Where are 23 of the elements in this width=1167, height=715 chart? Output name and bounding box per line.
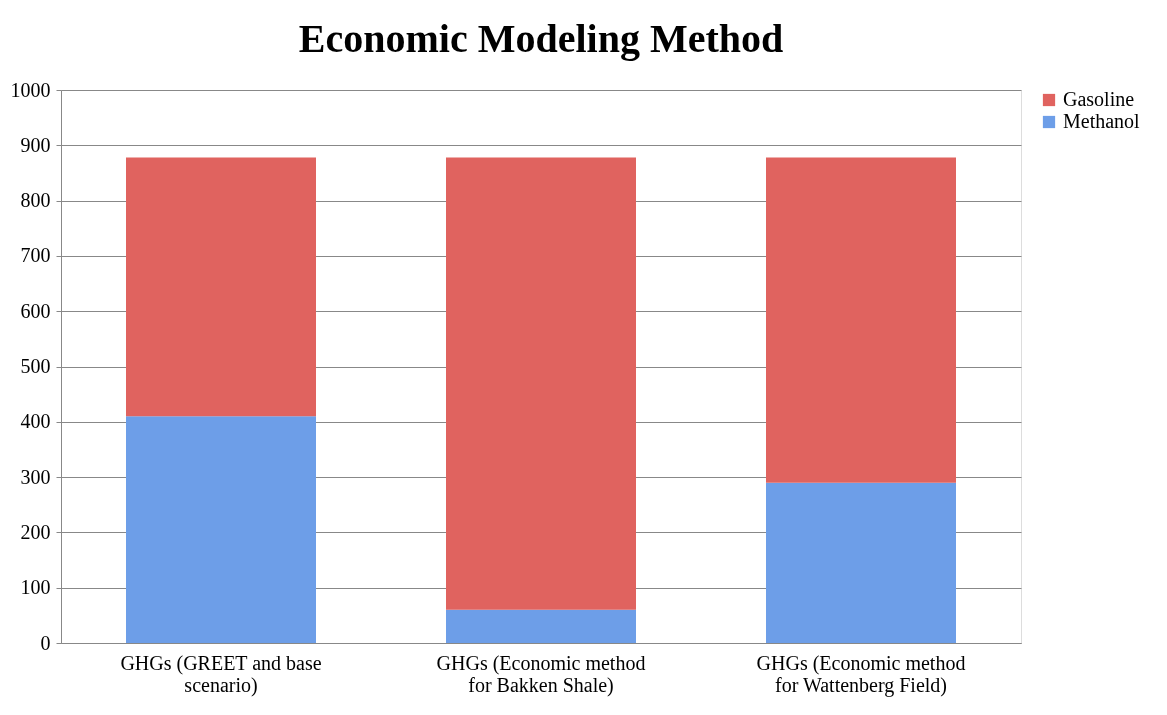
bar	[126, 157, 316, 417]
y-tick-label: 600	[20, 299, 51, 322]
legend-label: Methanol	[1063, 110, 1141, 132]
y-tick-label: 300	[20, 465, 51, 488]
x-tick-label: GHGs (Economic method for Bakken Shale)	[436, 651, 646, 697]
y-tick-label: 200	[20, 520, 51, 543]
bar	[766, 157, 956, 483]
bar	[446, 609, 636, 643]
y-tick-label: 700	[20, 244, 51, 267]
y-tick-label: 900	[20, 133, 51, 156]
y-tick-label: 1000	[10, 78, 51, 101]
bar	[766, 482, 956, 643]
y-tick-label: 800	[20, 189, 51, 212]
bar	[446, 157, 636, 610]
y-tick-label: 100	[20, 576, 51, 599]
bar	[126, 416, 316, 643]
x-tick-label: GHGs (Economic method for Wattenberg Field)	[756, 651, 966, 697]
y-tick-label: 0	[40, 631, 51, 654]
y-tick-label: 500	[20, 355, 51, 377]
legend-label: Gasoline	[1063, 88, 1135, 110]
y-tick-label: 400	[20, 410, 51, 433]
chart-title: Economic Modeling Method	[298, 16, 784, 61]
x-tick-label: GHGs (GREET and base scenario)	[120, 651, 322, 697]
